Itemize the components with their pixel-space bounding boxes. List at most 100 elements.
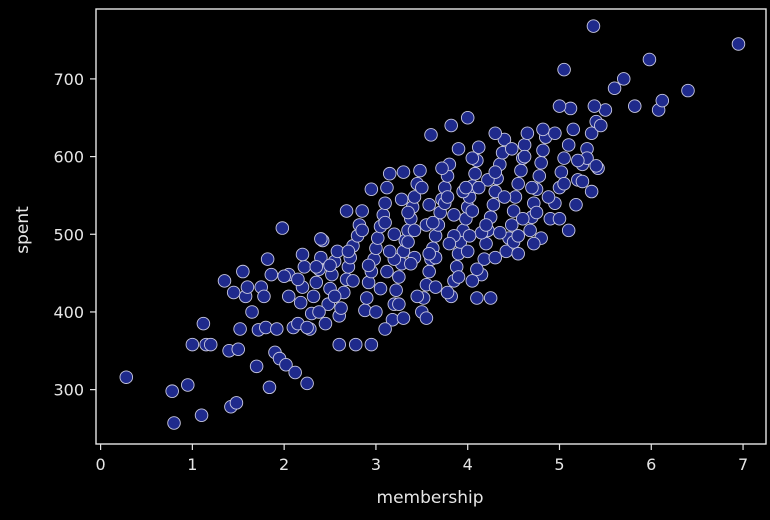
- scatter-point: [548, 126, 562, 141]
- scatter-point: [514, 163, 528, 178]
- x-axis-ticks: 0 1 2 3 4 5 6 7: [95, 444, 748, 474]
- scatter-point: [571, 153, 585, 168]
- scatter-point: [505, 142, 519, 156]
- scatter-point: [181, 378, 195, 392]
- scatter-point: [471, 180, 486, 195]
- scatter-point: [419, 311, 434, 325]
- scatter-point: [594, 118, 608, 133]
- scatter-point: [527, 236, 541, 251]
- scatter-point: [488, 250, 502, 265]
- scatter-point: [435, 161, 449, 175]
- scatter-point: [541, 190, 556, 204]
- scatter-point: [517, 149, 532, 164]
- scatter-point: [240, 280, 255, 294]
- scatter-point: [493, 225, 507, 240]
- scatter-point: [465, 204, 480, 218]
- scatter-point: [511, 177, 525, 191]
- scatter-point: [447, 208, 461, 222]
- scatter-point: [203, 337, 218, 352]
- scatter-point: [497, 190, 512, 204]
- scatter-point: [226, 285, 241, 300]
- scatter-point: [260, 252, 275, 266]
- x-tick-label: 6: [646, 455, 656, 474]
- scatter-point: [440, 285, 455, 300]
- scatter-point: [295, 247, 310, 262]
- scatter-point: [534, 156, 548, 170]
- y-tick-label: 700: [53, 70, 84, 89]
- scatter-point: [387, 227, 402, 242]
- scatter-point: [566, 122, 581, 137]
- scatter-point: [279, 358, 293, 372]
- scatter-point: [488, 126, 502, 141]
- y-axis-ticks: 300 400 500 600 700: [53, 70, 96, 400]
- scatter-point: [468, 166, 482, 181]
- scatter-point: [529, 205, 544, 220]
- scatter-point: [339, 204, 354, 218]
- scatter-point: [413, 163, 427, 178]
- scatter-point: [523, 223, 537, 238]
- scatter-point: [506, 204, 521, 218]
- scatter-point: [536, 143, 550, 158]
- scatter-point: [525, 180, 539, 195]
- scatter-point: [167, 416, 181, 430]
- scatter-point: [231, 342, 246, 356]
- scatter-point: [382, 244, 397, 259]
- x-tick-label: 5: [554, 455, 564, 474]
- scatter-point: [470, 262, 484, 276]
- scatter-point: [681, 83, 695, 98]
- scatter-point: [346, 274, 360, 288]
- scatter-point: [628, 99, 642, 113]
- scatter-point: [396, 311, 411, 325]
- scatter-point: [380, 180, 394, 195]
- x-tick-label: 1: [187, 455, 197, 474]
- scatter-point: [561, 138, 576, 152]
- scatter-point: [323, 258, 337, 273]
- scatter-point: [371, 231, 385, 245]
- scatter-point: [341, 244, 356, 259]
- scatter-point: [194, 408, 209, 423]
- scatter-point: [407, 223, 422, 238]
- scatter-point: [422, 246, 436, 261]
- scatter-point: [392, 297, 406, 311]
- scatter-point: [505, 218, 519, 232]
- scatter-point: [401, 235, 415, 249]
- scatter-point: [465, 151, 480, 165]
- scatter-point: [288, 365, 302, 380]
- scatter-point: [479, 218, 493, 232]
- scatter-point: [378, 215, 392, 230]
- scatter-point: [642, 52, 657, 67]
- scatter-point: [262, 380, 277, 395]
- scatter-point: [536, 122, 550, 137]
- scatter-point: [270, 322, 284, 336]
- scatter-point: [355, 223, 369, 238]
- scatter-point: [233, 322, 247, 336]
- scatter-point: [309, 260, 324, 274]
- scatter-point: [358, 303, 372, 318]
- scatter-point: [306, 289, 321, 304]
- scatter-point: [586, 19, 601, 33]
- scatter-point: [444, 118, 458, 133]
- y-tick-label: 500: [53, 225, 84, 244]
- data-points: [119, 19, 746, 430]
- scatter-point: [382, 166, 397, 181]
- scatter-point: [426, 215, 440, 230]
- scatter-point: [520, 126, 535, 141]
- scatter-point: [462, 229, 477, 243]
- scatter-point: [327, 289, 342, 304]
- scatter-point: [378, 196, 392, 210]
- scatter-point: [300, 376, 314, 391]
- scatter-point: [460, 110, 475, 125]
- scatter-point: [355, 204, 369, 218]
- scatter-point: [185, 337, 200, 352]
- scatter-point: [264, 267, 279, 282]
- scatter-point: [422, 197, 436, 212]
- scatter-point: [314, 232, 328, 246]
- scatter-point: [369, 305, 383, 319]
- scatter-point: [165, 384, 179, 398]
- scatter-point: [392, 270, 406, 284]
- y-tick-label: 300: [53, 381, 84, 400]
- scatter-point: [731, 37, 746, 51]
- scatter-point: [394, 192, 409, 207]
- scatter-point: [471, 140, 486, 155]
